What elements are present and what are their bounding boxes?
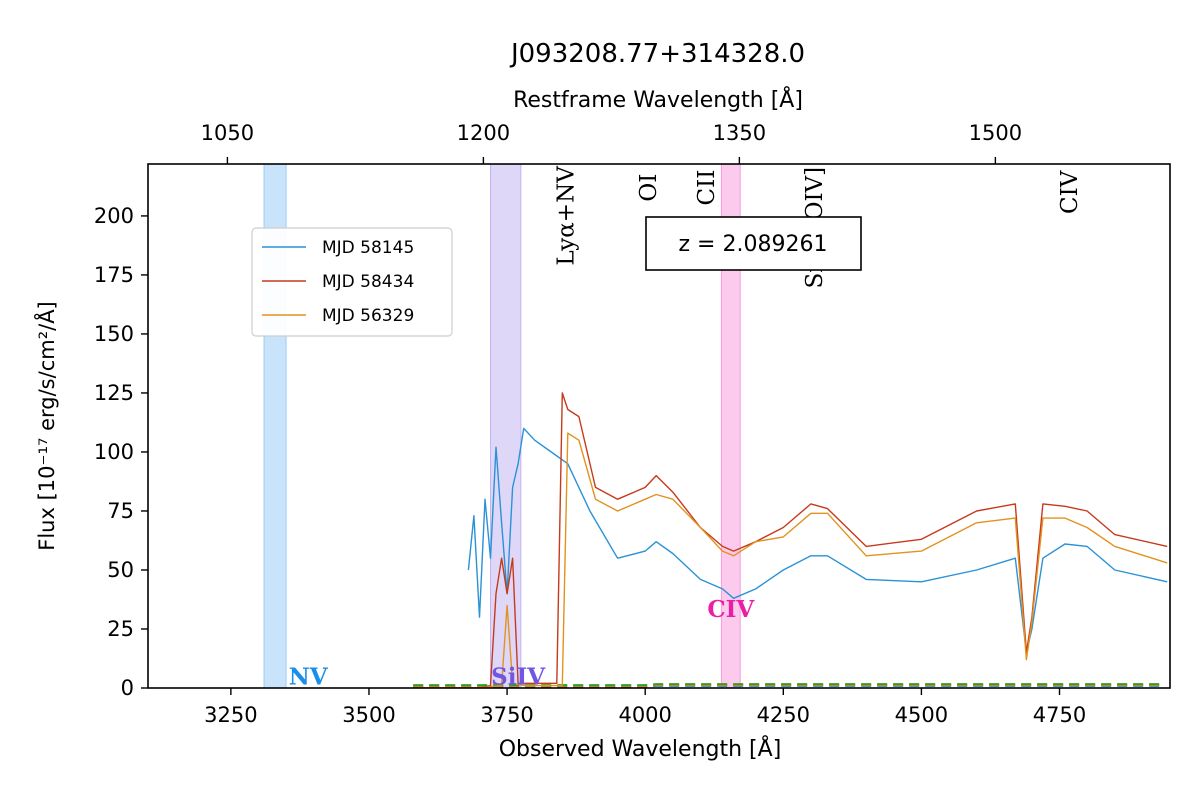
y-tick-label: 125 (94, 381, 134, 405)
y-tick-label: 175 (94, 263, 134, 287)
x-tick-label: 4250 (757, 703, 810, 727)
x-tick-label: 4750 (1033, 703, 1086, 727)
y-axis-label: Flux [10⁻¹⁷ erg/s/cm²/Å] (33, 301, 59, 551)
x-tick-label: 3750 (480, 703, 533, 727)
y-tick-label: 200 (94, 204, 134, 228)
legend-label: MJD 58434 (322, 272, 414, 292)
line-id-label: Lyα+NV (553, 166, 579, 266)
top-tick-label: 1350 (713, 121, 766, 145)
x-tick-label: 3500 (342, 703, 395, 727)
y-tick-label: 50 (107, 558, 134, 582)
band-label-nv: NV (289, 663, 329, 690)
legend-label: MJD 56329 (322, 306, 414, 326)
redshift-box: z = 2.089261 (645, 216, 862, 271)
chart-title: J093208.77+314328.0 (509, 39, 805, 69)
absorption-band-civ (720, 164, 741, 688)
top-tick-label: 1050 (201, 121, 254, 145)
top-tick-label: 1500 (969, 121, 1022, 145)
legend: MJD 58145 MJD 58434 MJD 56329 (251, 227, 453, 337)
line-id-label: OI (636, 174, 662, 202)
x-tick-label: 4000 (618, 703, 671, 727)
series-line-mjd-56329 (413, 432, 1168, 688)
y-tick-label: 75 (107, 499, 134, 523)
line-id-label: CIV (1057, 170, 1083, 214)
line-id-label: CII (694, 170, 720, 206)
top-tick-label: 1200 (457, 121, 510, 145)
x-tick-label: 3250 (204, 703, 257, 727)
y-tick-label: 0 (121, 676, 134, 700)
plot-frame (147, 163, 1171, 689)
y-tick-label: 25 (107, 617, 134, 641)
band-label-siiv: SiIV (491, 663, 546, 690)
y-tick-label: 150 (94, 322, 134, 346)
y-tick-label: 100 (94, 440, 134, 464)
x-axis-label: Observed Wavelength [Å] (499, 735, 782, 762)
redshift-label: z = 2.089261 (679, 232, 828, 257)
legend-label: MJD 58145 (322, 238, 414, 258)
band-label-civ: CIV (707, 596, 755, 623)
top-axis-label: Restframe Wavelength [Å] (513, 86, 803, 113)
x-tick-label: 4500 (895, 703, 948, 727)
error-series-2 (413, 683, 1165, 687)
